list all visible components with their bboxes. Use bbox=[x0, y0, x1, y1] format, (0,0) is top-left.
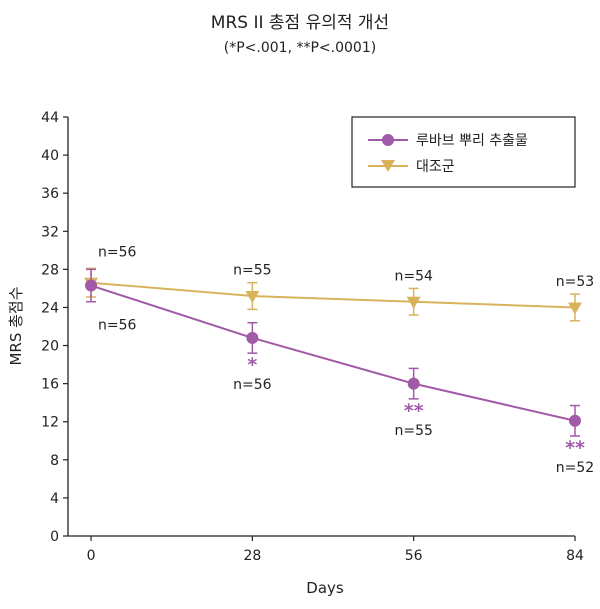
y-tick-label: 44 bbox=[41, 110, 59, 126]
data-point bbox=[568, 302, 582, 315]
series-line bbox=[90, 284, 576, 422]
y-tick-label: 24 bbox=[41, 300, 59, 316]
x-ticks: 0 28 56 84 bbox=[87, 536, 584, 564]
x-tick-label: 56 bbox=[405, 548, 423, 564]
n-label-control: n=56 bbox=[98, 244, 137, 260]
data-point bbox=[85, 279, 98, 292]
x-axis-label: Days bbox=[306, 579, 344, 597]
y-tick-label: 4 bbox=[50, 491, 59, 507]
n-label-control: n=55 bbox=[233, 263, 271, 279]
significance-marker: * bbox=[247, 354, 257, 376]
data-point bbox=[569, 414, 581, 427]
legend-marker-control bbox=[381, 160, 395, 172]
legend-label-treatment: 루바브 뿌리 추출물 bbox=[416, 133, 528, 149]
y-tick-label: 28 bbox=[41, 262, 59, 278]
chart-subtitle: (*P<.001, **P<.0001) bbox=[224, 40, 376, 56]
n-label-treatment: n=56 bbox=[233, 377, 272, 393]
x-tick-label: 28 bbox=[243, 548, 261, 564]
data-point bbox=[246, 331, 259, 344]
chart-title: MRS II 총점 유의적 개선 bbox=[211, 13, 389, 33]
y-tick-label: 8 bbox=[50, 453, 59, 469]
legend-label-control: 대조군 bbox=[416, 159, 455, 175]
n-label-treatment: n=55 bbox=[394, 423, 432, 439]
n-label-control: n=54 bbox=[394, 268, 433, 284]
y-axis-label: MRS 총점수 bbox=[7, 286, 25, 365]
data-point bbox=[406, 296, 421, 309]
y-tick-label: 0 bbox=[50, 529, 59, 545]
n-label-control: n=53 bbox=[556, 274, 594, 290]
n-label-treatment: n=52 bbox=[556, 460, 594, 476]
significance-marker: ** bbox=[565, 437, 585, 459]
series-treatment bbox=[85, 268, 581, 437]
y-tick-label: 32 bbox=[41, 224, 59, 240]
legend-marker-treatment bbox=[382, 134, 394, 146]
labels-layer: n=56n=56n=55*n=56n=54**n=55n=53**n=52 bbox=[98, 244, 594, 476]
x-tick-label: 84 bbox=[566, 548, 584, 564]
legend: 루바브 뿌리 추출물 대조군 bbox=[351, 116, 576, 188]
axes bbox=[67, 117, 575, 537]
data-point bbox=[245, 291, 260, 304]
y-tick-label: 16 bbox=[41, 377, 59, 393]
n-label-treatment: n=56 bbox=[98, 318, 137, 334]
y-tick-label: 12 bbox=[41, 415, 59, 431]
y-ticks: 0 4 8 12 16 20 24 28 32 36 40 44 bbox=[41, 110, 68, 545]
series-control bbox=[84, 267, 582, 322]
series-layer bbox=[84, 267, 582, 437]
data-point bbox=[407, 377, 420, 390]
y-tick-label: 36 bbox=[41, 186, 59, 202]
legend-box bbox=[351, 116, 576, 188]
series-line bbox=[90, 281, 576, 309]
significance-marker: ** bbox=[404, 400, 424, 422]
x-tick-label: 0 bbox=[87, 548, 96, 564]
y-tick-label: 20 bbox=[41, 339, 59, 355]
y-tick-label: 40 bbox=[41, 148, 59, 164]
